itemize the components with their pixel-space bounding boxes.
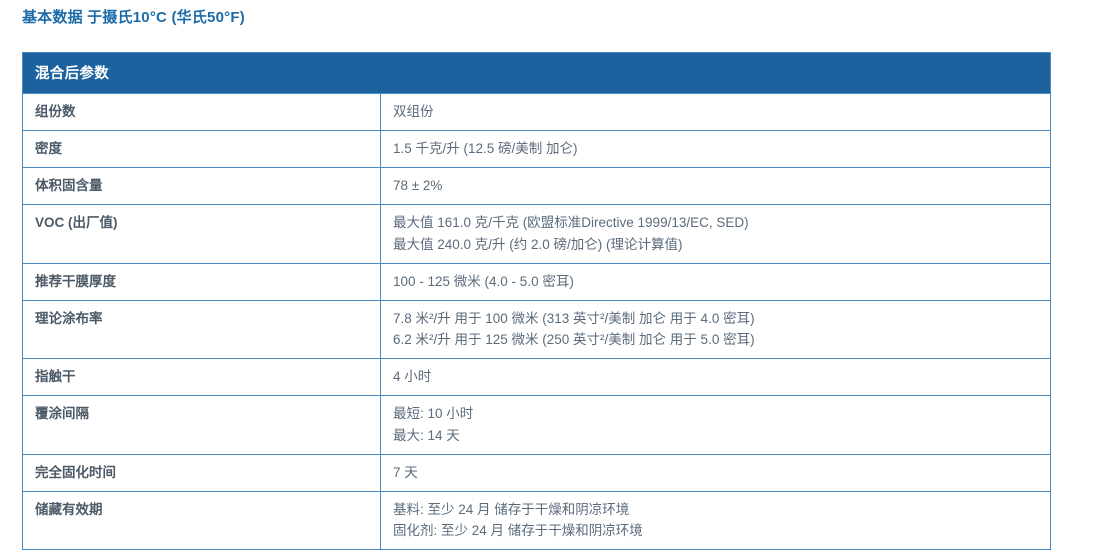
value-line: 78 ± 2% — [393, 178, 443, 194]
value-line: 双组份 — [393, 104, 434, 119]
table-row: 理论涂布率 7.8 米²/升 用于 100 微米 (313 英寸²/美制 加仑 … — [22, 299, 1051, 360]
row-label-full-cure: 完全固化时间 — [22, 453, 381, 492]
table-row: 体积固含量 78 ± 2% — [22, 167, 1051, 206]
table-row: 推荐干膜厚度 100 - 125 微米 (4.0 - 5.0 密耳) — [22, 262, 1051, 301]
table-body: 组份数 双组份 密度 1.5 千克/升 (12.5 磅/美制 加仑) 体积固含量… — [22, 92, 1051, 551]
row-value-touch-dry: 4 小时 — [380, 358, 1051, 397]
row-value-overcoat-interval: 最短: 10 小时 最大: 14 天 — [380, 395, 1051, 455]
row-label-touch-dry: 指触干 — [22, 358, 381, 397]
value-line: 最大: 14 天 — [393, 427, 460, 443]
row-value-voc: 最大值 161.0 克/千克 (欧盟标准Directive 1999/13/EC… — [380, 204, 1051, 264]
value-line: 7 天 — [393, 464, 418, 480]
row-value-full-cure: 7 天 — [380, 453, 1051, 492]
row-value-shelf-life: 基料: 至少 24 月 储存于干燥和阴凉环境 固化剂: 至少 24 月 储存于干… — [380, 490, 1051, 551]
row-label-dft: 推荐干膜厚度 — [22, 262, 381, 301]
row-label-components: 组份数 — [22, 92, 381, 132]
value-line: 最短: 10 小时 — [393, 406, 474, 422]
table-row: 完全固化时间 7 天 — [22, 453, 1051, 492]
value-line: 6.2 米²/升 用于 125 微米 (250 英寸²/美制 加仑 用于 5.0… — [393, 332, 755, 348]
table-row: 储藏有效期 基料: 至少 24 月 储存于干燥和阴凉环境 固化剂: 至少 24 … — [22, 490, 1051, 551]
value-line: 最大值 240.0 克/升 (约 2.0 磅/加仑) (理论计算值) — [393, 236, 683, 252]
row-label-density: 密度 — [22, 130, 381, 169]
value-line: 4 小时 — [393, 369, 432, 385]
value-line: 7.8 米²/升 用于 100 微米 (313 英寸²/美制 加仑 用于 4.0… — [393, 310, 755, 326]
value-line: 1.5 千克/升 (12.5 磅/美制 加仑) — [393, 141, 578, 157]
value-line: 基料: 至少 24 月 储存于干燥和阴凉环境 — [393, 501, 630, 517]
value-line: 最大值 161.0 克/千克 (欧盟标准Directive 1999/13/EC… — [393, 215, 749, 231]
row-value-components: 双组份 — [380, 92, 1051, 132]
table-header-row: 混合后参数 — [22, 52, 1051, 94]
table-row: VOC (出厂值) 最大值 161.0 克/千克 (欧盟标准Directive … — [22, 204, 1051, 264]
row-label-coverage: 理论涂布率 — [22, 299, 381, 360]
table-row: 组份数 双组份 — [22, 92, 1051, 132]
row-value-density: 1.5 千克/升 (12.5 磅/美制 加仑) — [380, 130, 1051, 169]
row-label-overcoat-interval: 覆涂间隔 — [22, 395, 381, 455]
value-line: 100 - 125 微米 (4.0 - 5.0 密耳) — [393, 273, 574, 289]
mixed-product-spec-table: 混合后参数 组份数 双组份 密度 1.5 千克/升 (12.5 磅/美制 加仑)… — [22, 52, 1051, 551]
row-label-volume-solids: 体积固含量 — [22, 167, 381, 206]
table-header-title: 混合后参数 — [22, 52, 1051, 94]
page-title: 基本数据 于摄氏10°C (华氏50°F) — [22, 9, 245, 26]
row-value-coverage: 7.8 米²/升 用于 100 微米 (313 英寸²/美制 加仑 用于 4.0… — [380, 299, 1051, 360]
value-line: 固化剂: 至少 24 月 储存于干燥和阴凉环境 — [393, 523, 643, 539]
table-row: 指触干 4 小时 — [22, 358, 1051, 397]
table-row: 密度 1.5 千克/升 (12.5 磅/美制 加仑) — [22, 130, 1051, 169]
row-label-voc: VOC (出厂值) — [22, 204, 381, 264]
table-row: 覆涂间隔 最短: 10 小时 最大: 14 天 — [22, 395, 1051, 455]
row-label-shelf-life: 储藏有效期 — [22, 490, 381, 551]
row-value-volume-solids: 78 ± 2% — [380, 167, 1051, 206]
row-value-dft: 100 - 125 微米 (4.0 - 5.0 密耳) — [380, 262, 1051, 301]
